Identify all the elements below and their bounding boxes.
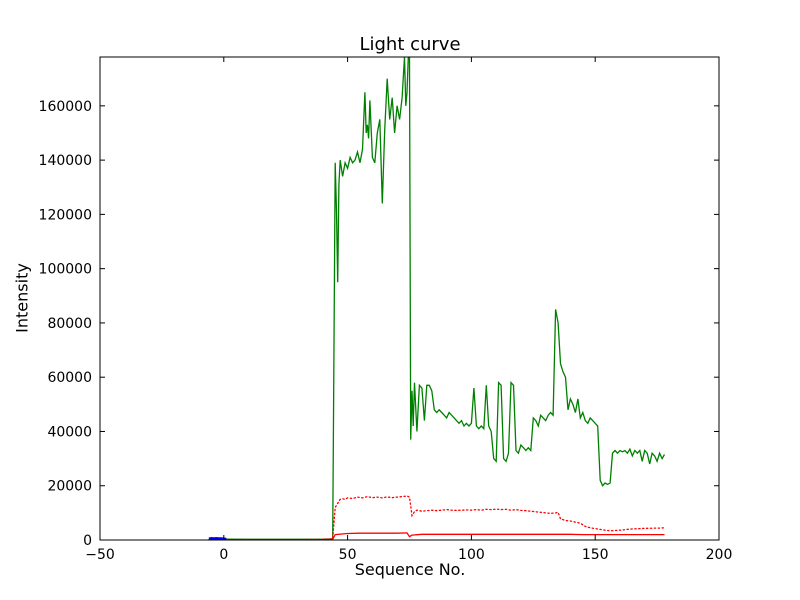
y-tick-label: 20000 (47, 479, 92, 495)
series-baseline-red-solid (208, 532, 665, 540)
y-tick-label: 80000 (47, 316, 92, 332)
y-tick-label: 0 (83, 533, 92, 549)
y-tick-label: 40000 (47, 424, 92, 440)
series-secondary-red-dotted (208, 495, 666, 540)
y-axis-label: Intensity (12, 263, 32, 333)
axes-frame (99, 56, 720, 541)
y-tick-label: 100000 (39, 262, 92, 278)
chart-title: Light curve (359, 34, 461, 55)
series-main-intensity-green (208, 57, 666, 540)
x-tick-label: 200 (706, 547, 733, 563)
y-tick-label: 120000 (39, 207, 92, 223)
x-axis-label: Sequence No. (354, 560, 466, 579)
y-tick-label: 160000 (39, 99, 92, 115)
y-tick-label: 60000 (47, 370, 92, 386)
x-tick-label: 150 (582, 547, 609, 563)
y-tick-label: 140000 (39, 153, 92, 169)
x-tick-label: 100 (458, 547, 485, 563)
x-tick-label: 0 (219, 547, 228, 563)
x-tick-label: −50 (85, 547, 115, 563)
x-tick-label: 50 (339, 547, 357, 563)
